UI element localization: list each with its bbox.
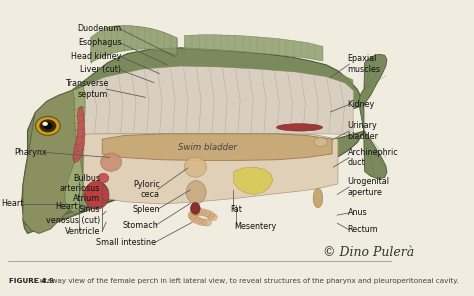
Circle shape (193, 208, 202, 215)
Text: © Dino Pulerà: © Dino Pulerà (323, 246, 414, 259)
Text: Stomach: Stomach (122, 221, 158, 230)
Text: Bulbus
arteriosus: Bulbus arteriosus (60, 174, 100, 193)
Circle shape (202, 219, 211, 226)
Text: Urogenital
aperture: Urogenital aperture (347, 177, 390, 197)
Text: Anus: Anus (347, 208, 367, 217)
Circle shape (198, 209, 207, 216)
Circle shape (208, 214, 217, 221)
Circle shape (43, 122, 48, 126)
Polygon shape (359, 54, 387, 179)
Text: Small intestine: Small intestine (96, 238, 156, 247)
Polygon shape (102, 134, 332, 160)
Text: Spleen: Spleen (132, 205, 160, 214)
Text: Swim bladder: Swim bladder (178, 143, 237, 152)
Text: Cutaway view of the female perch in left lateral view, to reveal structures of t: Cutaway view of the female perch in left… (27, 278, 458, 284)
Circle shape (43, 122, 53, 129)
Text: Urinary
bladder: Urinary bladder (347, 121, 378, 141)
Text: Sinus
venosus (cut): Sinus venosus (cut) (46, 205, 100, 225)
Circle shape (188, 211, 198, 218)
Circle shape (188, 213, 198, 220)
Polygon shape (185, 35, 323, 61)
Polygon shape (65, 86, 85, 211)
Circle shape (194, 217, 203, 224)
Circle shape (191, 215, 200, 222)
Text: Ventricle: Ventricle (65, 226, 100, 236)
Ellipse shape (184, 157, 207, 177)
Ellipse shape (191, 202, 200, 214)
Ellipse shape (84, 181, 109, 209)
Ellipse shape (100, 153, 122, 171)
Polygon shape (72, 55, 353, 91)
Text: Mesentery: Mesentery (235, 222, 277, 231)
Polygon shape (73, 134, 338, 204)
Ellipse shape (313, 189, 323, 208)
Circle shape (206, 212, 215, 218)
Text: FIGURE 4.9: FIGURE 4.9 (9, 278, 54, 284)
Ellipse shape (186, 181, 206, 204)
Text: Archinephric
duct: Archinephric duct (347, 148, 398, 167)
Text: Pharynx: Pharynx (14, 148, 47, 157)
Polygon shape (73, 106, 85, 163)
Polygon shape (23, 86, 83, 233)
Text: Transverse
septum: Transverse septum (64, 79, 108, 99)
Ellipse shape (277, 124, 323, 131)
Text: Heart: Heart (1, 200, 24, 208)
Text: Esophagus: Esophagus (78, 38, 121, 47)
Polygon shape (121, 160, 143, 194)
Ellipse shape (98, 173, 109, 183)
Polygon shape (65, 163, 90, 213)
Text: Pyloric
ceca: Pyloric ceca (133, 180, 160, 199)
Polygon shape (234, 167, 273, 194)
Circle shape (36, 117, 60, 135)
Text: Liver (cut): Liver (cut) (81, 65, 121, 74)
Text: Epaxial
muscles: Epaxial muscles (347, 54, 381, 74)
Text: Fat: Fat (231, 205, 243, 214)
Text: Kidney: Kidney (347, 100, 375, 109)
Ellipse shape (314, 138, 328, 147)
Text: Atrium: Atrium (73, 194, 100, 203)
Text: Rectum: Rectum (347, 225, 378, 234)
Circle shape (39, 119, 56, 132)
Polygon shape (22, 48, 365, 234)
Circle shape (190, 209, 199, 216)
Text: Head kidney: Head kidney (71, 52, 121, 61)
Circle shape (202, 210, 211, 217)
Polygon shape (215, 163, 252, 194)
Circle shape (198, 218, 207, 226)
Polygon shape (73, 66, 353, 135)
Text: Heart: Heart (55, 202, 77, 211)
Text: Duodenum: Duodenum (77, 24, 121, 33)
Polygon shape (91, 25, 177, 62)
